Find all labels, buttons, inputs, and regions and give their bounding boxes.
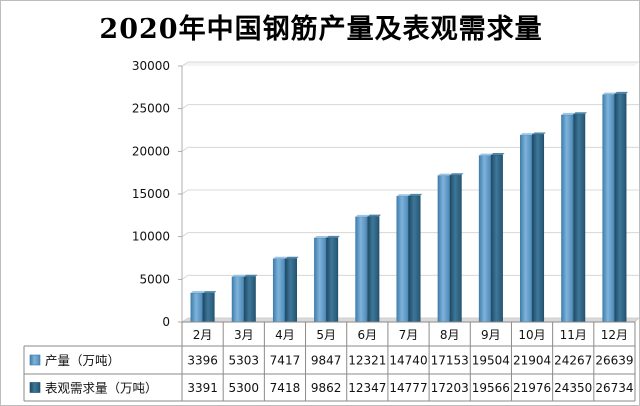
bar-top (273, 256, 287, 259)
data-label: 5300 (228, 381, 259, 395)
legend-swatch-output (29, 354, 41, 366)
data-label: 17153 (431, 354, 469, 368)
data-label: 17203 (431, 381, 469, 395)
bar-output (437, 175, 450, 323)
bar-top (602, 92, 617, 95)
bar-output (602, 94, 615, 323)
bar-output (314, 237, 327, 323)
bar-top (244, 274, 258, 277)
bar-top (573, 112, 587, 115)
data-label: 19566 (472, 381, 510, 395)
bar-top (355, 214, 370, 217)
bar-output (355, 216, 368, 323)
legend-label-output: 产量（万吨） (45, 353, 120, 368)
data-label: 26639 (595, 354, 633, 368)
data-label: 14740 (389, 354, 427, 368)
bar-top (232, 274, 246, 277)
data-label: 21904 (513, 354, 551, 368)
bar-output (520, 134, 533, 323)
bar-top (614, 91, 629, 94)
bar-top (561, 112, 575, 115)
bar-top (326, 235, 340, 238)
data-label: 7417 (270, 354, 301, 368)
gridline (181, 146, 639, 152)
bar-demand (243, 276, 256, 323)
plot-top-edge (182, 62, 639, 66)
bar-demand (490, 154, 503, 323)
bar-output (231, 276, 244, 323)
data-label: 21976 (513, 381, 551, 395)
data-label: 5303 (228, 354, 259, 368)
x-tick-label: 5月 (316, 328, 336, 342)
x-tick-label: 6月 (357, 328, 377, 342)
bar-top (190, 291, 205, 294)
bar-top (314, 235, 328, 238)
y-tick-label: 25000 (132, 102, 170, 116)
bar-output (396, 195, 409, 323)
bar-output (561, 114, 574, 323)
x-tick-label: 3月 (234, 328, 254, 342)
bar-top (520, 133, 534, 136)
y-tick-label: 30000 (132, 59, 170, 73)
y-tick-label: 15000 (132, 187, 170, 201)
chart-title: 2020年中国钢筋产量及表观需求量 (99, 14, 543, 45)
data-label: 9847 (311, 354, 342, 368)
gridline (181, 61, 639, 67)
gridline (181, 104, 639, 109)
data-label: 24267 (554, 354, 592, 368)
bar-demand (408, 195, 421, 323)
legend-label-demand: 表观需求量（万吨） (45, 381, 158, 396)
data-label: 24350 (554, 381, 592, 395)
bar-top (479, 153, 493, 156)
bar-top (396, 194, 411, 197)
bar-demand (367, 216, 380, 323)
bar-demand (202, 292, 215, 323)
legend-swatch-demand (29, 382, 41, 393)
x-tick-label: 8月 (440, 328, 460, 342)
bar-output (478, 155, 491, 323)
x-tick-label: 12月 (601, 328, 628, 342)
data-label: 19504 (472, 354, 510, 368)
x-tick-label: 11月 (560, 328, 587, 342)
data-label: 12321 (348, 354, 386, 368)
bar-top (285, 256, 299, 259)
bar-demand (532, 134, 545, 323)
bar-demand (284, 258, 297, 323)
x-tick-label: 9月 (481, 328, 501, 342)
data-label: 7418 (270, 381, 301, 395)
bar-top (202, 291, 217, 294)
data-label: 14777 (389, 381, 427, 395)
y-tick-label: 20000 (132, 144, 170, 158)
bar-demand (326, 237, 339, 323)
x-tick-label: 4月 (275, 328, 295, 342)
y-tick-label: 5000 (139, 272, 170, 286)
bar-demand (573, 113, 586, 323)
data-label: 3391 (187, 381, 218, 395)
bar-top (437, 173, 452, 176)
x-tick-label: 10月 (518, 328, 545, 342)
data-label: 3396 (187, 354, 218, 368)
x-tick-label: 7月 (399, 328, 419, 342)
bar-output (272, 258, 285, 323)
bar-output (190, 292, 203, 323)
y-tick-label: 0 (162, 315, 170, 329)
y-tick-label: 10000 (132, 230, 170, 244)
data-label: 26734 (595, 381, 633, 395)
data-label: 12347 (348, 381, 386, 395)
bar-demand (614, 93, 627, 323)
bar-top (491, 153, 505, 156)
bar-top (449, 173, 464, 176)
bar-top (532, 132, 546, 135)
bar-demand (449, 174, 462, 323)
data-label: 9862 (311, 381, 342, 395)
x-tick-label: 2月 (193, 328, 213, 342)
bar-top (408, 193, 423, 196)
bar-top (367, 214, 382, 217)
